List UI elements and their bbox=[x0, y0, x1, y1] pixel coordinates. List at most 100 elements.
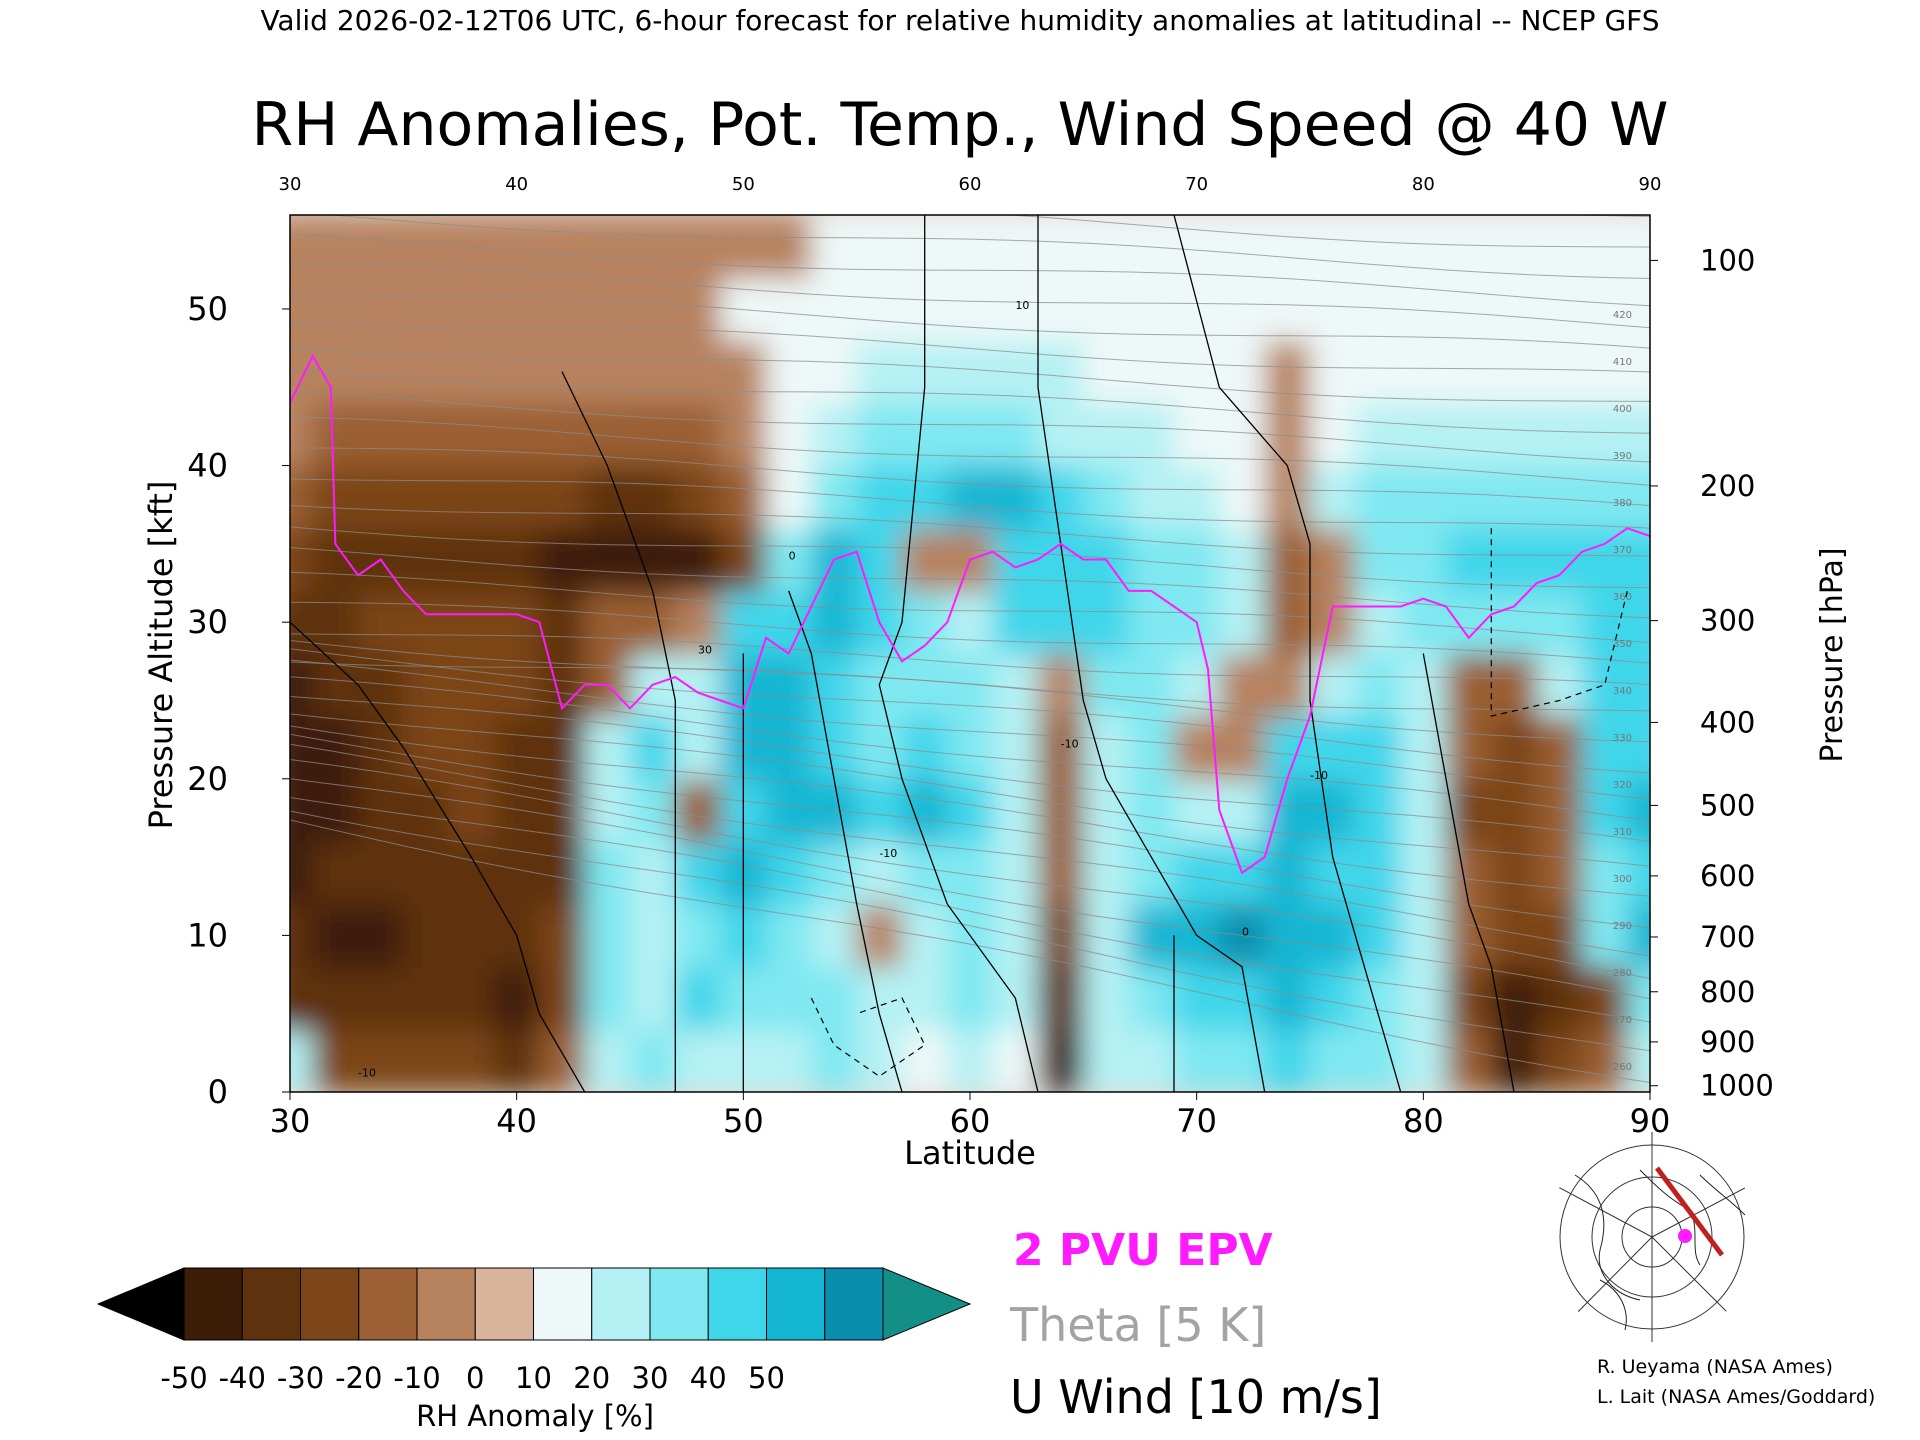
rh-cell bbox=[1038, 778, 1085, 843]
rh-cell bbox=[584, 215, 631, 279]
rh-cell bbox=[1355, 966, 1402, 1031]
x-tick-label: 30 bbox=[270, 1102, 311, 1140]
rh-cell bbox=[358, 465, 405, 530]
rh-cell bbox=[811, 1029, 858, 1092]
rh-cell bbox=[1355, 778, 1402, 843]
u-wind-contour bbox=[1173, 215, 1402, 1092]
pressure-tick-label: 300 bbox=[1700, 604, 1755, 638]
rh-cell bbox=[1582, 841, 1629, 906]
rh-cell bbox=[1491, 716, 1538, 780]
rh-cell bbox=[494, 340, 541, 404]
rh-cell bbox=[1038, 340, 1085, 404]
rh-cell bbox=[539, 215, 586, 279]
pressure-tick-label: 500 bbox=[1700, 788, 1755, 822]
rh-cell bbox=[312, 841, 359, 906]
rh-cell bbox=[1174, 340, 1221, 404]
rh-cell bbox=[358, 841, 405, 906]
rh-cell bbox=[1582, 966, 1629, 1031]
rh-cell bbox=[290, 778, 314, 843]
rh-cell bbox=[1446, 528, 1493, 592]
theta-contour bbox=[290, 323, 1650, 373]
u-wind-contour-negative bbox=[1490, 528, 1628, 717]
theta-contour bbox=[290, 733, 1650, 929]
rh-cell bbox=[1627, 277, 1650, 342]
colorbar-tick-label: -50 bbox=[160, 1361, 207, 1395]
theta-contour bbox=[290, 601, 1650, 664]
rh-cell bbox=[403, 277, 450, 342]
theta-contour bbox=[290, 743, 1650, 957]
pressure-tick-label: 1000 bbox=[1700, 1069, 1774, 1103]
rh-cell bbox=[947, 716, 994, 780]
rh-cell bbox=[856, 215, 903, 279]
rh-cell bbox=[448, 340, 495, 404]
theta-label: 370 bbox=[1613, 545, 1632, 556]
theta-contour bbox=[290, 261, 1650, 329]
map-marker bbox=[1678, 1229, 1692, 1243]
rh-cell bbox=[312, 215, 359, 279]
rh-cell bbox=[992, 716, 1039, 780]
top-tick-label: 70 bbox=[1185, 174, 1208, 195]
rh-cell bbox=[1128, 904, 1175, 968]
x-tick-label: 70 bbox=[1176, 1102, 1217, 1140]
theta-contour bbox=[290, 390, 1650, 463]
rh-cell bbox=[494, 716, 541, 780]
theta-contour bbox=[290, 661, 1650, 712]
rh-cell bbox=[1355, 841, 1402, 906]
rh-cell bbox=[766, 528, 813, 592]
rh-cell bbox=[902, 402, 949, 467]
rh-cell bbox=[1174, 966, 1221, 1031]
rh-cell bbox=[403, 590, 450, 655]
rh-cell bbox=[1627, 402, 1650, 467]
rh-cell bbox=[1582, 340, 1629, 404]
rh-cell bbox=[539, 277, 586, 342]
x-tick-label: 90 bbox=[1630, 1102, 1671, 1140]
rh-cell bbox=[1083, 277, 1130, 342]
colorbar-tick-label: 20 bbox=[573, 1361, 610, 1395]
rh-cell bbox=[1038, 904, 1085, 968]
rh-cell bbox=[1083, 402, 1130, 467]
rh-cell bbox=[902, 841, 949, 906]
rh-cell bbox=[856, 277, 903, 342]
rh-cell bbox=[1038, 215, 1085, 279]
rh-cell bbox=[584, 340, 631, 404]
rh-cell bbox=[403, 966, 450, 1031]
rh-cell bbox=[1627, 966, 1650, 1031]
rh-cell bbox=[1582, 465, 1629, 530]
rh-cell bbox=[1536, 277, 1583, 342]
rh-cell bbox=[584, 277, 631, 342]
rh-cell bbox=[902, 465, 949, 530]
rh-cell bbox=[1038, 841, 1085, 906]
theta-contour bbox=[290, 659, 1650, 800]
rh-cell bbox=[1446, 465, 1493, 530]
x-tick-label: 50 bbox=[723, 1102, 764, 1140]
rh-cell bbox=[675, 528, 722, 592]
rh-cell bbox=[1174, 465, 1221, 530]
u-wind-label: -10 bbox=[1061, 737, 1079, 750]
rh-cell bbox=[1446, 590, 1493, 655]
rh-cell bbox=[902, 966, 949, 1031]
plot-area: 2602702802903003103203303403503603703803… bbox=[290, 215, 1650, 1092]
rh-cell bbox=[720, 590, 767, 655]
rh-cell bbox=[902, 528, 949, 592]
x-axis-top: 30 40 50 60 70 80 90 bbox=[279, 174, 1662, 195]
rh-cell bbox=[290, 402, 314, 467]
rh-cell bbox=[1310, 402, 1357, 467]
colorbar-tick-label: -40 bbox=[219, 1361, 266, 1395]
y-axis: 0 10 20 30 40 50 bbox=[187, 290, 290, 1111]
rh-cell bbox=[1446, 215, 1493, 279]
rh-cell bbox=[1310, 1029, 1357, 1092]
rh-cell bbox=[584, 841, 631, 906]
rh-cell bbox=[494, 841, 541, 906]
rh-cell bbox=[448, 653, 495, 718]
rh-cell bbox=[720, 528, 767, 592]
rh-cell bbox=[1400, 966, 1447, 1031]
rh-cell bbox=[1400, 841, 1447, 906]
theta-contour bbox=[290, 797, 1650, 1023]
rh-cell bbox=[811, 590, 858, 655]
rh-cell bbox=[675, 1029, 722, 1092]
u-wind-label: -10 bbox=[358, 1066, 376, 1079]
colorbar-tick-label: -20 bbox=[335, 1361, 382, 1395]
rh-cell bbox=[1174, 841, 1221, 906]
colorbar-swatch bbox=[707, 1267, 767, 1341]
rh-cell bbox=[1491, 590, 1538, 655]
